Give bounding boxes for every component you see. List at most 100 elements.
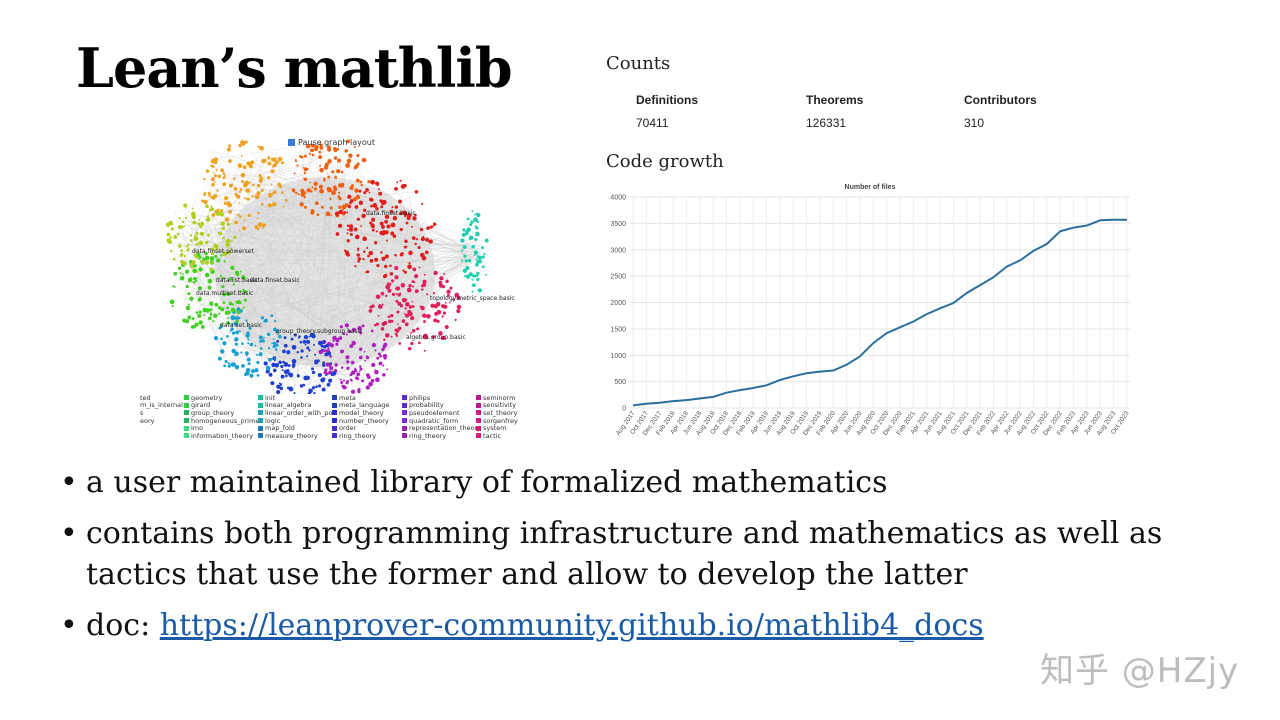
legend-item: imo (184, 424, 259, 432)
legend-item: map_fold (258, 424, 336, 432)
legend-label: m_is_internal (140, 401, 183, 410)
legend-label: sensitivity (483, 401, 517, 410)
series-line (632, 218, 1127, 407)
legend-label: ring_theory (409, 431, 447, 440)
legend-item: homogeneous_prime (184, 417, 259, 425)
legend-swatch (258, 425, 263, 431)
legend-item: representation_theory (402, 424, 481, 432)
slide-title: Lean’s mathlib (76, 36, 513, 100)
legend-label: philips (409, 393, 431, 402)
graph-node-label: group_theory.subgroup.basic (276, 328, 363, 335)
legend-item: quadratic_form (402, 417, 481, 425)
pause-graph-label: Pause graph layout (298, 138, 375, 147)
legend-item: linear_order_with_pos (258, 409, 336, 417)
legend-swatch (184, 410, 189, 416)
graph-node-label: topology.metric_space.basic (430, 295, 515, 302)
legend-label: tactic (483, 431, 502, 440)
chart-title: Number of files (845, 184, 896, 191)
legend-label: information_theory (191, 431, 253, 440)
legend-column: ted m_is_internal s eory (140, 394, 183, 425)
y-tick-label: 0 (622, 406, 626, 413)
legend-label: init (265, 393, 276, 402)
docs-link[interactable]: https://leanprover-community.github.io/m… (159, 608, 984, 643)
graph-node-label: data.finset.powerset (192, 248, 254, 255)
y-tick-label: 1000 (610, 353, 626, 360)
bullet-item: contains both programming infrastructure… (60, 513, 1180, 595)
legend-swatch (184, 418, 189, 424)
legend-item: philips (402, 394, 481, 402)
legend-item: set_theory (476, 409, 518, 417)
legend-item: order (332, 424, 389, 432)
graph-node-label: data.finset.basic (250, 277, 300, 284)
legend-item: linear_algebra (258, 401, 336, 410)
legend-item: eory (140, 417, 183, 425)
graph-node-label: data.multiset.basic (196, 290, 254, 297)
legend-item: m_is_internal (140, 401, 183, 410)
legend-label: quadratic_form (409, 416, 459, 425)
pause-graph-toggle[interactable]: Pause graph layout (288, 138, 375, 147)
legend-swatch (402, 410, 407, 416)
code-growth-heading: Code growth (606, 151, 724, 172)
legend-label: linear_algebra (265, 401, 312, 410)
legend-label: s (140, 408, 144, 417)
legend-swatch (476, 433, 481, 439)
legend-label: eory (140, 416, 155, 425)
code-growth-chart: Number of files 0 500 1000 1500 2000 2500 3000… (610, 184, 1130, 437)
legend-item: init (258, 394, 336, 402)
legend-label: ring_theory (339, 431, 377, 440)
legend-label: geometry (191, 393, 223, 402)
legend-label: ted (140, 393, 151, 402)
legend-swatch (332, 402, 337, 408)
contributors-value: 310 (964, 116, 985, 130)
legend-swatch (258, 410, 263, 416)
legend-swatch (402, 395, 407, 401)
bullet-item: a user maintained library of formalized … (60, 462, 1180, 503)
legend-item: system (476, 424, 518, 432)
legend-swatch (184, 425, 189, 431)
graph-node-label: data.set.basic (220, 322, 263, 329)
definitions-label: Definitions (636, 93, 698, 107)
legend-label: system (483, 424, 507, 433)
legend-swatch (332, 410, 337, 416)
legend-item: meta (332, 394, 389, 402)
y-tick-label: 1500 (610, 326, 626, 333)
legend-label: seminorm (483, 393, 516, 402)
legend-column: geometry girard group_theory homogeneous_pr… (184, 394, 259, 440)
graph-node-label: data.list.basic (216, 277, 258, 284)
legend-label: set_theory (483, 408, 518, 417)
legend-swatch (258, 418, 263, 424)
y-tick-label: 4000 (610, 195, 626, 202)
legend-swatch (402, 425, 407, 431)
legend-item: group_theory (184, 409, 259, 417)
legend-item: logic (258, 417, 336, 425)
legend-swatch (332, 418, 337, 424)
legend-item: tactic (476, 432, 518, 440)
legend-swatch (258, 433, 263, 439)
legend-item: pseudoelement (402, 409, 481, 417)
legend-label: girard (191, 401, 211, 410)
legend-column: philips probability pseudoelement quadratic… (402, 394, 481, 440)
legend-label: number_theory (339, 416, 389, 425)
legend-swatch (184, 395, 189, 401)
legend-item: girard (184, 401, 259, 410)
y-tick-label: 3000 (610, 247, 626, 254)
y-tick-label: 2000 (610, 300, 626, 307)
legend-swatch (184, 402, 189, 408)
legend-swatch (476, 410, 481, 416)
legend-label: pseudoelement (409, 408, 460, 417)
legend-column: seminorm sensitivity set_theory sorgenfrey s… (476, 394, 518, 440)
legend-item: number_theory (332, 417, 389, 425)
legend-swatch (476, 402, 481, 408)
definitions-value: 70411 (636, 116, 669, 130)
legend-label: meta_language (339, 401, 390, 410)
dependency-graph (165, 139, 489, 394)
legend-label: map_fold (265, 424, 295, 433)
legend-item: ted (140, 394, 183, 402)
legend-swatch (332, 395, 337, 401)
legend-label: logic (265, 416, 281, 425)
legend-item: probability (402, 401, 481, 409)
legend-label: model_theory (339, 408, 384, 417)
checkbox-icon[interactable] (288, 139, 295, 146)
bullet-list: a user maintained library of formalized … (60, 462, 1180, 656)
graph-legend: ted m_is_internal s eory geometry girard group… (140, 394, 520, 444)
